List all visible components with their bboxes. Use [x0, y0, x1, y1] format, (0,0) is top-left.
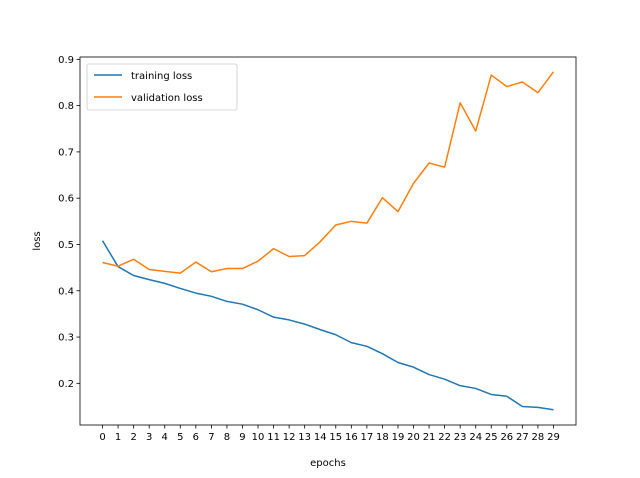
x-tick-label: 14	[314, 432, 327, 443]
y-tick-label: 0.7	[58, 147, 74, 158]
x-tick-label: 6	[193, 432, 199, 443]
x-tick-label: 5	[177, 432, 183, 443]
x-tick-label: 13	[298, 432, 311, 443]
x-axis-ticks: 0 1 2 3 4 5 6 7 8 9 10 11 12 13 14 15 16 17 18 19 20 21 22 23 24…	[99, 425, 560, 443]
x-tick-label: 27	[516, 432, 529, 443]
x-tick-label: 22	[438, 432, 451, 443]
series-line-training-loss	[101, 240, 554, 411]
legend-label-training-loss: training loss	[131, 71, 192, 82]
x-tick-label: 19	[392, 432, 405, 443]
x-tick-label: 25	[485, 432, 498, 443]
x-tick-label: 23	[454, 432, 467, 443]
series-layer	[101, 71, 555, 411]
x-tick-label: 3	[146, 432, 152, 443]
y-axis-ticks: 0.2 0.3 0.4 0.5 0.6 0.7 0.8 0.9	[58, 55, 80, 390]
x-tick-label: 2	[130, 432, 136, 443]
x-tick-label: 8	[224, 432, 230, 443]
x-tick-label: 0	[99, 432, 105, 443]
x-tick-label: 26	[500, 432, 513, 443]
x-tick-label: 7	[208, 432, 214, 443]
x-tick-label: 24	[469, 432, 482, 443]
x-tick-label: 28	[532, 432, 545, 443]
x-tick-label: 9	[239, 432, 245, 443]
legend-box	[86, 63, 238, 111]
x-tick-label: 21	[423, 432, 436, 443]
y-tick-label: 0.2	[58, 379, 74, 390]
x-tick-label: 4	[162, 432, 168, 443]
y-tick-label: 0.9	[58, 55, 74, 66]
legend-label-validation-loss: validation loss	[131, 93, 203, 104]
y-tick-label: 0.3	[58, 333, 74, 344]
y-axis-label: loss	[32, 231, 43, 250]
y-tick-label: 0.8	[58, 101, 74, 112]
y-tick-label: 0.4	[58, 286, 74, 297]
x-tick-label: 1	[115, 432, 121, 443]
legend: training loss validation loss	[86, 63, 238, 111]
axes-frame	[79, 56, 577, 426]
x-tick-label: 29	[547, 432, 560, 443]
x-tick-label: 18	[376, 432, 389, 443]
x-tick-label: 10	[252, 432, 265, 443]
x-tick-label: 11	[267, 432, 280, 443]
x-axis-label: epochs	[310, 458, 346, 469]
x-tick-label: 20	[407, 432, 420, 443]
x-tick-label: 17	[361, 432, 374, 443]
series-line-validation-loss	[102, 71, 555, 274]
x-tick-label: 12	[283, 432, 296, 443]
y-tick-label: 0.6	[58, 194, 74, 205]
x-tick-label: 15	[329, 432, 342, 443]
x-tick-label: 16	[345, 432, 358, 443]
y-tick-label: 0.5	[58, 240, 74, 251]
